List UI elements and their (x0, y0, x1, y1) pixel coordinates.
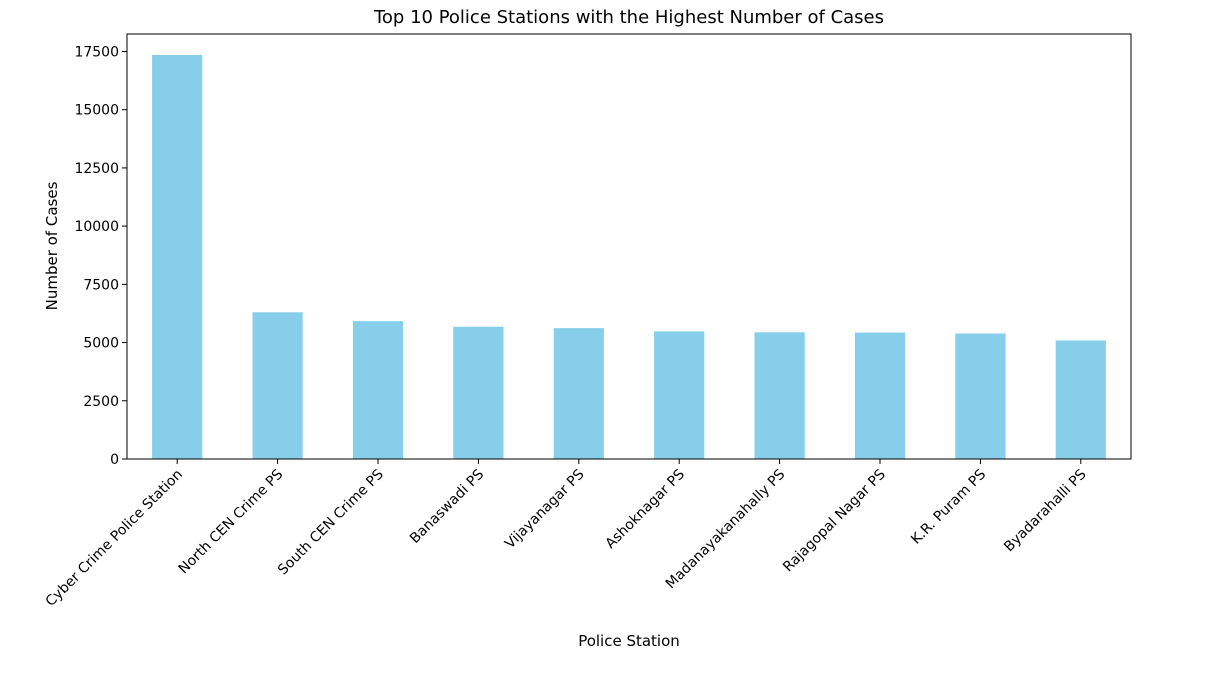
bar-8 (955, 333, 1006, 459)
bar-6 (754, 332, 805, 459)
y-axis: 0 2500 5000 7500 10000 12500 15000 17500 (74, 44, 127, 468)
bar-5 (654, 331, 705, 459)
bar-9 (1055, 340, 1106, 459)
bar-4 (553, 328, 604, 459)
bars-group (152, 54, 1106, 460)
plot-frame (126, 33, 1132, 460)
y-tick-label: 12500 (74, 161, 119, 177)
y-tick-label: 17500 (74, 44, 119, 60)
y-tick-label: 15000 (74, 103, 119, 119)
y-tick-label: 7500 (83, 277, 119, 293)
y-tick-label: 0 (110, 452, 119, 468)
bar-0 (152, 54, 203, 460)
bar-2 (352, 321, 404, 459)
y-axis-label: Number of Cases (43, 181, 61, 310)
y-tick-label: 2500 (83, 394, 119, 410)
bar-3 (453, 326, 504, 459)
bar-7 (854, 332, 906, 459)
y-tick-label: 10000 (74, 219, 119, 235)
x-axis-label: Police Station (578, 632, 680, 650)
bar-1 (252, 312, 303, 459)
chart-title: Top 10 Police Stations with the Highest … (373, 7, 884, 28)
y-tick-label: 5000 (83, 336, 119, 352)
